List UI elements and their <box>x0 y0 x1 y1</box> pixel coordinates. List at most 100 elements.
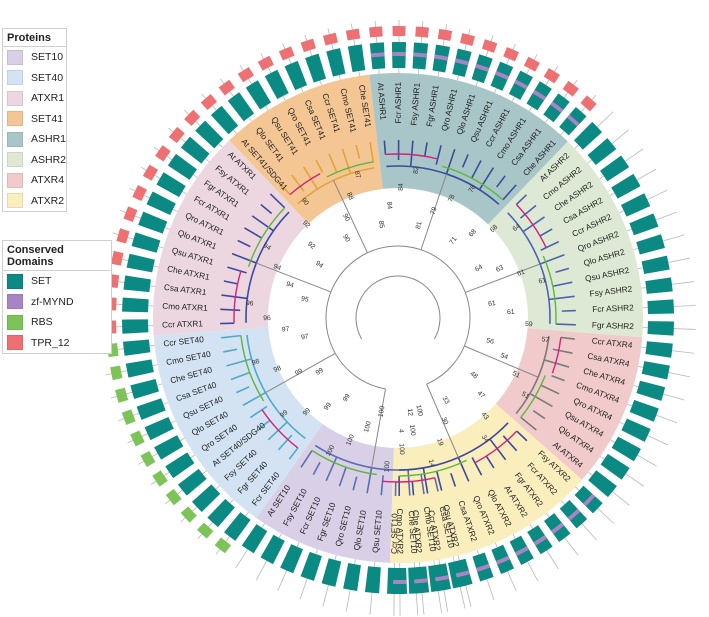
subclade-arc <box>399 459 467 477</box>
zf-mynd-domain <box>583 493 596 507</box>
tip-branch <box>516 430 528 442</box>
bootstrap-value: 78 <box>447 194 457 204</box>
tip-branch <box>478 167 495 191</box>
subclade-arc <box>233 270 242 324</box>
tip-branch <box>434 477 439 492</box>
tpr12-domain <box>116 228 130 244</box>
tip-branch <box>315 159 324 173</box>
set-domain <box>645 341 673 358</box>
set-domain <box>130 379 160 400</box>
root-arc <box>325 245 471 390</box>
zf-mynd-domain <box>413 52 428 58</box>
bootstrap-value: 94 <box>314 260 324 270</box>
tip-branch <box>328 153 338 173</box>
subclade-arc <box>261 409 299 449</box>
bootstrap-value: 99 <box>302 407 312 417</box>
tip-branch <box>288 447 299 460</box>
tip-branch <box>522 216 545 233</box>
set-domain <box>600 155 630 182</box>
legend-label: RBS <box>31 316 53 329</box>
tip-branch <box>267 421 288 441</box>
legend-item-set10: SET10 <box>3 47 66 68</box>
bootstrap-value: 68 <box>468 228 478 238</box>
tip-branch <box>223 280 238 285</box>
bootstrap-value: 57 <box>541 336 550 344</box>
set-domain <box>641 255 670 275</box>
leaf-label: Ccr SET10 <box>389 513 400 554</box>
legend-item-atxr2: ATXR2 <box>3 191 66 212</box>
tip-branch <box>302 166 319 190</box>
legend-label: SET41 <box>31 112 64 125</box>
tpr12-domain <box>562 80 579 97</box>
zf-mynd-domain <box>393 579 407 584</box>
tpr12-domain <box>257 55 274 71</box>
bootstrap-value: 61 <box>516 269 526 278</box>
bootstrap-value: 4 <box>397 429 404 433</box>
tip-branch <box>519 204 537 219</box>
bootstrap-value: 92 <box>301 219 311 229</box>
set-domain <box>165 452 195 479</box>
set-domain <box>195 120 224 149</box>
tip-branch <box>461 154 469 168</box>
rbs-domain <box>214 537 232 554</box>
set-domain <box>125 359 154 378</box>
set-domain <box>126 253 155 273</box>
bootstrap-value: 12 <box>406 408 414 417</box>
swatch <box>7 49 23 65</box>
set-domain <box>144 416 174 441</box>
bootstrap-value: 99 <box>279 409 289 419</box>
legend-item-ashr1: ASHR1 <box>3 129 66 150</box>
bootstrap-value: 99 <box>323 401 333 411</box>
tip-branch <box>529 392 553 408</box>
set-domain <box>227 92 255 122</box>
bootstrap-value: 63 <box>495 264 505 274</box>
legend-label: SET <box>31 275 52 288</box>
clade-stem <box>371 388 386 468</box>
legend-label: ASHR1 <box>30 133 66 146</box>
tpr12-domain <box>322 32 338 46</box>
legend-label: zf-MYND <box>31 295 74 308</box>
set-domain <box>300 551 322 581</box>
tip-branch <box>277 434 293 451</box>
bootstrap-value: 84 <box>398 183 405 191</box>
tpr12-domain <box>481 39 498 53</box>
clade-sector <box>369 73 568 225</box>
tip-branch <box>420 474 425 495</box>
bootstrap-value: 14 <box>427 459 436 468</box>
tip-branch <box>280 183 291 196</box>
bootstrap-value: 90 <box>341 233 351 243</box>
swatch <box>7 152 23 168</box>
leaf-label: Fgr ASHR2 <box>592 320 635 332</box>
tip-branch <box>237 239 251 248</box>
tip-branch <box>221 334 242 339</box>
bootstrap-value: 99 <box>342 393 352 403</box>
zf-mynd-domain <box>454 58 469 66</box>
tpr12-domain <box>132 185 147 202</box>
legend-item-rbs: RBS <box>3 312 111 333</box>
bootstrap-value: 94 <box>285 281 294 290</box>
tpr12-domain <box>543 68 560 84</box>
tip-branch <box>300 450 313 468</box>
set-domain <box>364 566 381 594</box>
tip-branch <box>251 215 274 232</box>
set-domain <box>138 211 168 234</box>
swatch <box>7 90 23 106</box>
tip-branch <box>532 409 546 420</box>
set-domain <box>636 234 665 255</box>
tpr12-domain <box>300 38 316 53</box>
tpr12-domain <box>155 145 171 162</box>
bootstrap-value: 64 <box>512 223 522 233</box>
bootstrap-value: 100 <box>345 433 356 446</box>
clade-sectors <box>153 73 643 563</box>
tip-branch <box>485 455 495 469</box>
set-domain <box>284 60 308 91</box>
tip-branch <box>407 469 411 496</box>
leaf-label: Cmo ATXR1 <box>162 301 208 313</box>
subclade-arc <box>326 161 374 178</box>
tip-branch <box>249 405 268 419</box>
tip-branch <box>220 308 241 312</box>
set-domain <box>621 418 651 442</box>
tip-branch <box>457 457 470 482</box>
set-domain <box>192 484 221 513</box>
set-domain <box>587 138 617 166</box>
